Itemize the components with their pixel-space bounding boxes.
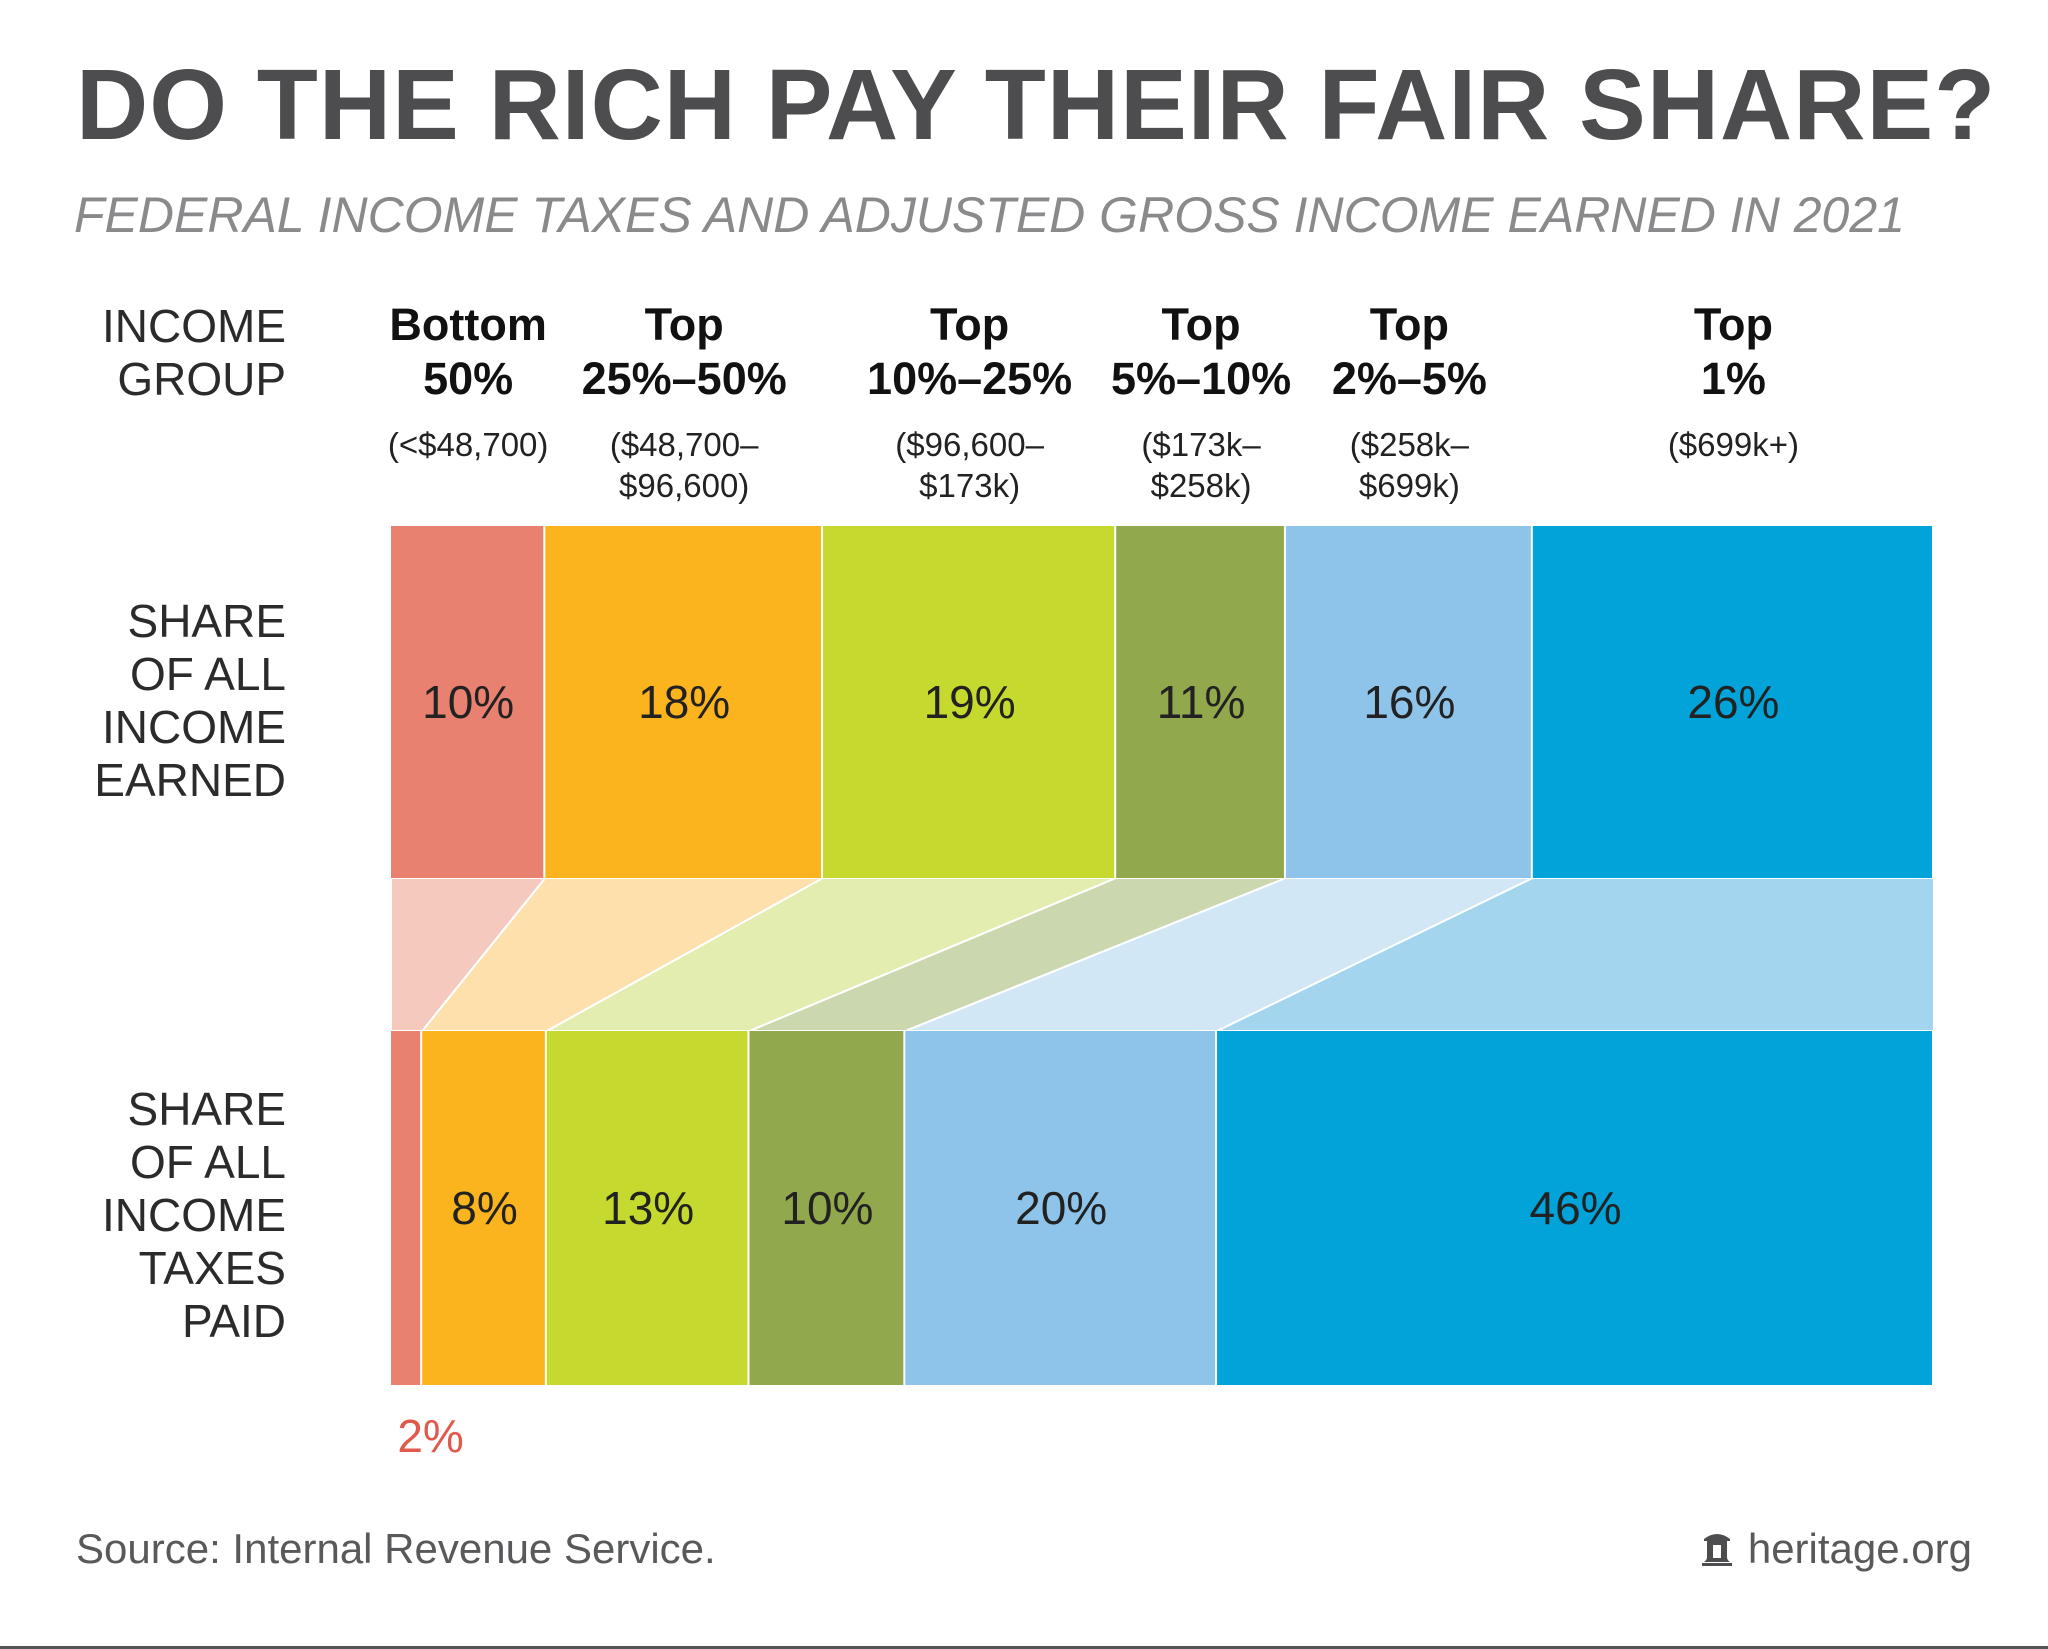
group-income-range: ($48,700– $96,600) (582, 424, 787, 506)
group-name-line: Top (930, 299, 1010, 350)
tax-share-value-label: 46% (1529, 1182, 1621, 1234)
income-share-value-label: 10% (422, 676, 514, 728)
group-range-line: $173k) (919, 467, 1021, 504)
tax-share-value-label: 20% (1015, 1182, 1107, 1234)
income-share-value-label: 11% (1157, 676, 1246, 728)
income-share-value-label: 16% (1363, 676, 1455, 728)
tax-share-bar (391, 1031, 421, 1385)
group-range-line: ($48,700– (609, 426, 759, 463)
group-name-line: 25%–50% (581, 353, 787, 404)
income-share-bar (391, 526, 544, 878)
income-share-label-line: SHARE (127, 595, 286, 647)
tax-share-value-label: 8% (451, 1182, 517, 1234)
brand-credit: heritage.org (1700, 1525, 1972, 1573)
income-group-row-label: INCOME GROUP (102, 300, 286, 406)
group-name-line: 1% (1700, 353, 1766, 404)
group-name-line: 2%–5% (1331, 353, 1487, 404)
income-share-bar (823, 526, 1115, 878)
group-name-line: Bottom (389, 299, 547, 350)
tax-share-bar (905, 1031, 1216, 1385)
group-range-line: $258k) (1150, 467, 1252, 504)
group-range-line: ($96,600– (895, 426, 1044, 463)
income-group-header: Top 2%–5% ($258k– $699k) (1332, 298, 1487, 506)
group-income-range: ($699k+) (1668, 424, 1799, 465)
tax-share-row-label: SHARE OF ALL INCOME TAXES PAID (102, 1083, 286, 1348)
tax-share-bar (422, 1031, 545, 1385)
group-range-line: ($173k– (1141, 426, 1261, 463)
income-share-bar (545, 526, 822, 878)
chart-subtitle: FEDERAL INCOME TAXES AND ADJUSTED GROSS … (74, 187, 1905, 243)
group-name-line: 50% (423, 353, 514, 404)
group-range-line: (<$48,700) (387, 426, 549, 463)
income-share-value-label: 19% (924, 676, 1016, 728)
income-group-header: Top 5%–10% ($173k– $258k) (1111, 298, 1291, 506)
group-income-range: ($258k– $699k) (1332, 424, 1487, 506)
group-range-line: $96,600) (619, 467, 750, 504)
income-share-bar (1532, 526, 1932, 878)
tax-share-value-label: 13% (602, 1182, 694, 1234)
chart-title: DO THE RICH PAY THEIR FAIR SHARE? (76, 49, 1997, 161)
tax-share-label-line: INCOME (102, 1189, 286, 1241)
income-share-bar (1116, 526, 1284, 878)
tax-share-bar (749, 1031, 904, 1385)
bell-icon (1701, 1534, 1732, 1566)
income-group-label-line: INCOME (102, 300, 286, 352)
group-name-line: Top (1161, 299, 1241, 350)
tax-share-value-label: 10% (781, 1182, 873, 1234)
income-group-header: Top 1% ($699k+) (1668, 298, 1799, 465)
group-range-line: $699k) (1358, 467, 1460, 504)
income-share-label-line: OF ALL (130, 648, 286, 700)
income-share-label-line: EARNED (94, 754, 286, 806)
income-share-value-label: 26% (1687, 676, 1779, 728)
group-name-line: 10%–25% (867, 353, 1073, 404)
income-share-label-line: INCOME (102, 701, 286, 753)
group-range-line: ($699k+) (1667, 426, 1799, 463)
group-income-range: ($96,600– $173k) (867, 424, 1072, 506)
brand-name: heritage.org (1747, 1525, 1972, 1572)
tax-share-label-line: TAXES (138, 1242, 286, 1294)
group-name-line: Top (1369, 299, 1449, 350)
tax-share-label-line: PAID (182, 1295, 286, 1347)
source-note: Source: Internal Revenue Service. (76, 1525, 716, 1572)
income-group-label-line: GROUP (117, 353, 286, 405)
income-group-header: Top 10%–25% ($96,600– $173k) (867, 298, 1072, 506)
group-range-line: ($258k– (1349, 426, 1470, 463)
tax-share-value-label: 2% (397, 1410, 463, 1462)
tax-share-label-line: SHARE (127, 1083, 286, 1135)
income-group-header: Top 25%–50% ($48,700– $96,600) (582, 298, 787, 506)
group-name-line: Top (1693, 299, 1773, 350)
tax-share-label-line: OF ALL (130, 1136, 286, 1188)
group-name-line: 5%–10% (1110, 353, 1292, 404)
income-group-header: Bottom 50% (<$48,700) (388, 298, 549, 465)
group-income-range: (<$48,700) (388, 424, 549, 465)
tax-share-bar (1217, 1031, 1932, 1385)
income-share-value-label: 18% (638, 676, 730, 728)
bottom-divider (0, 1646, 2048, 1649)
income-share-row-label: SHARE OF ALL INCOME EARNED (94, 595, 286, 807)
group-income-range: ($173k– $258k) (1111, 424, 1291, 506)
income-share-bar (1285, 526, 1531, 878)
group-name-line: Top (644, 299, 724, 350)
tax-share-bar (546, 1031, 748, 1385)
